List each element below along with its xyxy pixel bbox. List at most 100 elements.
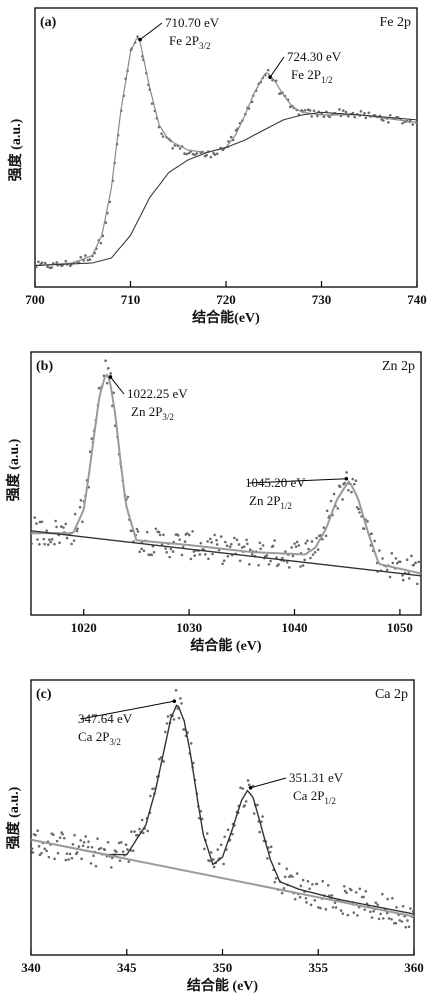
data-point: [353, 115, 356, 119]
data-point: [152, 550, 156, 554]
data-point: [191, 152, 195, 156]
data-point: [31, 847, 34, 851]
data-point: [84, 254, 87, 257]
data-point: [219, 535, 223, 538]
data-point: [180, 553, 184, 557]
data-point: [258, 541, 262, 545]
data-point: [79, 839, 83, 842]
data-point: [332, 492, 336, 496]
annotation-arrow: [250, 777, 287, 789]
data-point: [81, 844, 85, 848]
data-point: [358, 511, 361, 514]
plot-frame: [30, 351, 422, 616]
data-point: [158, 757, 161, 761]
data-point: [315, 882, 319, 886]
x-tick-label: 1050: [387, 620, 413, 635]
annotation-arrow: [80, 700, 175, 720]
data-point: [71, 843, 75, 846]
data-point: [64, 259, 68, 263]
plot-area: [35, 35, 417, 270]
data-point: [312, 109, 316, 113]
data-point: [227, 140, 230, 143]
data-point: [395, 561, 399, 565]
data-point: [250, 553, 254, 556]
data-point: [256, 803, 259, 807]
data-point: [326, 884, 330, 887]
data-point: [266, 68, 270, 72]
data-point: [219, 843, 223, 847]
data-point: [406, 919, 409, 922]
data-point: [119, 841, 123, 844]
peak-assignment-label: Fe 2P1/2: [291, 67, 333, 85]
peak-assignment-main: Zn 2P: [131, 404, 162, 419]
data-point: [46, 265, 49, 269]
data-point: [208, 859, 212, 863]
data-point: [309, 556, 312, 560]
data-point: [369, 910, 372, 914]
data-point: [215, 538, 218, 542]
data-point: [189, 742, 193, 745]
y-axis-label: 强度 (a.u.): [7, 118, 24, 181]
annotation-arrowhead: [268, 75, 272, 79]
data-point: [151, 787, 154, 791]
data-point: [172, 718, 176, 721]
data-point: [310, 540, 314, 543]
data-point: [89, 862, 93, 865]
data-point: [211, 552, 214, 556]
data-point: [319, 906, 322, 910]
data-point: [382, 119, 385, 122]
data-point: [364, 116, 368, 120]
data-point: [150, 553, 154, 557]
data-point: [43, 261, 47, 265]
data-point: [315, 536, 318, 540]
data-point: [378, 549, 381, 552]
data-point: [185, 152, 188, 156]
data-point: [79, 499, 83, 502]
data-point: [205, 153, 208, 157]
data-point: [180, 702, 183, 705]
data-point: [150, 102, 154, 105]
peak-energy-label: 710.70 eV: [165, 15, 220, 30]
element-label: Fe 2p: [380, 15, 412, 30]
data-point: [73, 512, 77, 516]
data-point: [354, 891, 358, 894]
data-point: [343, 889, 347, 893]
data-point: [344, 110, 348, 114]
x-tick-label: 350: [213, 960, 233, 975]
data-point: [311, 553, 315, 556]
data-point: [65, 536, 69, 540]
data-point: [267, 563, 271, 566]
fit-envelope-line: [31, 373, 421, 575]
data-point: [387, 121, 390, 124]
data-point: [364, 890, 368, 893]
data-point: [390, 551, 394, 555]
data-point: [258, 830, 262, 834]
data-point: [212, 865, 216, 869]
data-point: [70, 856, 74, 860]
data-point: [179, 697, 182, 700]
data-point: [104, 221, 108, 224]
data-point: [215, 543, 219, 546]
data-point: [381, 557, 384, 560]
data-point: [213, 153, 217, 156]
data-point: [183, 152, 186, 155]
data-point: [186, 532, 189, 535]
data-point: [213, 533, 216, 537]
data-point: [168, 555, 171, 559]
data-point: [289, 105, 292, 109]
data-point: [64, 522, 68, 526]
data-point: [92, 854, 95, 858]
data-point: [52, 833, 55, 837]
data-point: [118, 859, 122, 863]
data-point: [386, 897, 389, 901]
data-point: [291, 875, 294, 878]
data-point: [398, 560, 402, 564]
data-point: [46, 543, 50, 547]
panel-0: 700 710 720 730 740 结合能(eV) 强度 (a.u.) (a) Fe 2p 7…: [7, 7, 427, 326]
data-point: [252, 812, 256, 815]
data-point: [138, 550, 141, 554]
data-point: [414, 561, 417, 565]
data-point: [259, 547, 262, 551]
x-axis-label: 结合能 (eV): [187, 977, 258, 994]
data-point: [36, 829, 39, 832]
